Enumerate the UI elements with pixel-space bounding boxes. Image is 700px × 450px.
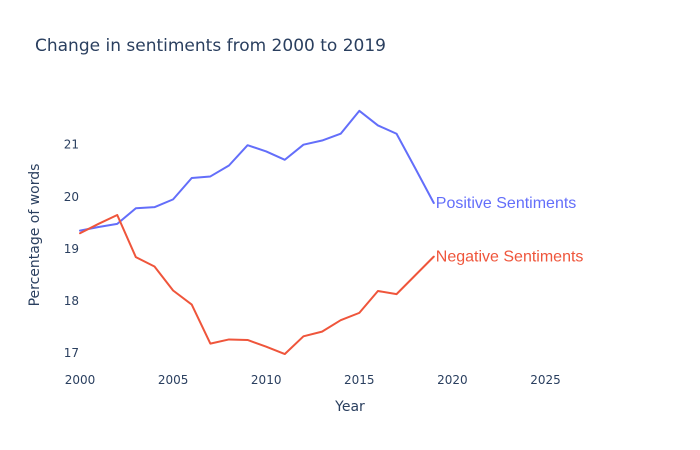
y-axis-ticks: 17 18 19 20 21	[64, 138, 79, 360]
x-tick-label: 2000	[65, 373, 96, 387]
y-tick-label: 19	[64, 242, 79, 256]
series-label-positive: Positive Sentiments	[436, 195, 577, 212]
x-axis-ticks: 2000 2005 2010 2015 2020 2025	[65, 373, 561, 387]
x-tick-label: 2015	[344, 373, 375, 387]
y-tick-label: 18	[64, 294, 79, 308]
y-tick-label: 17	[64, 346, 79, 360]
series-label-negative: Negative Sentiments	[436, 249, 584, 266]
x-tick-label: 2010	[251, 373, 282, 387]
x-axis-title: Year	[334, 399, 365, 415]
chart-title: Change in sentiments from 2000 to 2019	[35, 36, 386, 56]
x-tick-label: 2005	[158, 373, 189, 387]
y-axis-title: Percentage of words	[27, 164, 43, 307]
x-tick-label: 2020	[437, 373, 468, 387]
series-layer: Positive Sentiments Negative Sentiments	[79, 109, 584, 356]
y-tick-label: 21	[64, 138, 79, 152]
series-line-negative	[79, 213, 435, 356]
y-tick-label: 20	[64, 190, 79, 204]
series-line-positive	[79, 109, 435, 232]
x-tick-label: 2025	[530, 373, 561, 387]
